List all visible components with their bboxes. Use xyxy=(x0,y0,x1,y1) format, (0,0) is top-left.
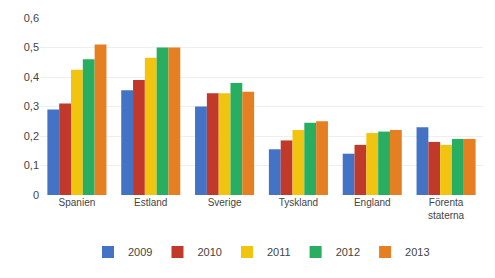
svg-text:2011: 2011 xyxy=(267,246,291,258)
svg-text:2010: 2010 xyxy=(197,246,221,258)
svg-text:0,2: 0,2 xyxy=(24,130,39,142)
svg-text:Tyskland: Tyskland xyxy=(279,197,318,208)
svg-text:0,6: 0,6 xyxy=(24,12,39,24)
svg-text:Sverige: Sverige xyxy=(208,197,242,208)
svg-text:Estland: Estland xyxy=(134,197,167,208)
svg-text:2009: 2009 xyxy=(128,246,152,258)
svg-text:2012: 2012 xyxy=(336,246,360,258)
svg-text:England: England xyxy=(354,197,391,208)
svg-text:0,5: 0,5 xyxy=(24,41,39,53)
svg-text:0: 0 xyxy=(33,189,39,201)
svg-text:0,4: 0,4 xyxy=(24,71,39,83)
svg-text:Spanien: Spanien xyxy=(59,197,96,208)
svg-text:Förentastaterna: Förentastaterna xyxy=(428,197,465,221)
svg-text:0,1: 0,1 xyxy=(24,159,39,171)
svg-text:2013: 2013 xyxy=(405,246,429,258)
svg-text:0,3: 0,3 xyxy=(24,100,39,112)
